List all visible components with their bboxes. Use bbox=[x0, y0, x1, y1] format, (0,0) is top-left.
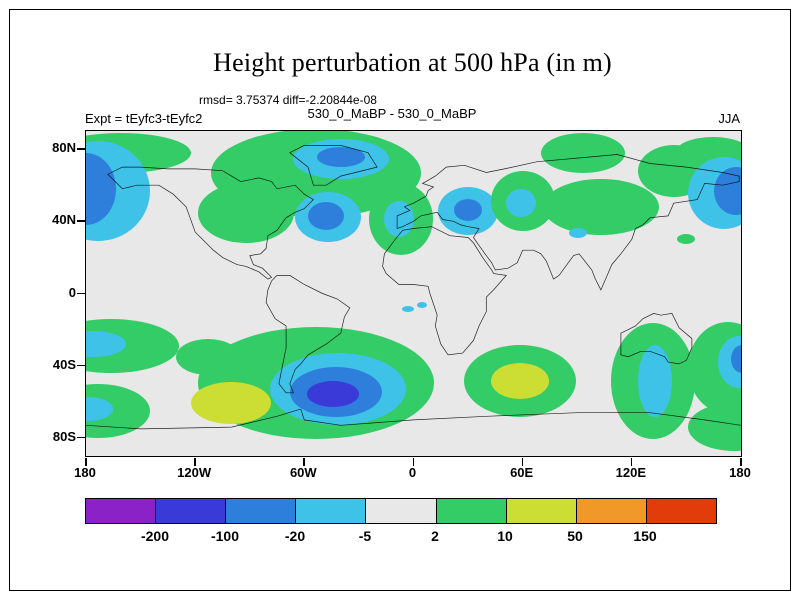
contour-blob bbox=[506, 189, 536, 217]
dataset-diff-label: 530_0_MaBP - 530_0_MaBP bbox=[307, 106, 477, 121]
colorbar-cell bbox=[366, 499, 437, 523]
x-axis-label: 120E bbox=[615, 465, 647, 480]
x-axis-label: 180 bbox=[729, 465, 751, 480]
contour-blob bbox=[714, 167, 741, 215]
coastline bbox=[107, 166, 314, 280]
x-axis-label: 0 bbox=[408, 465, 417, 480]
x-axis-tick bbox=[412, 458, 414, 466]
x-axis-label: 60W bbox=[289, 465, 317, 480]
contour-map-svg bbox=[86, 131, 741, 456]
contour-blob bbox=[317, 147, 365, 167]
coastline bbox=[382, 226, 507, 356]
coastline bbox=[289, 145, 378, 186]
colorbar-level-label: 2 bbox=[431, 528, 439, 544]
contour-blob bbox=[454, 199, 482, 221]
colorbar-level-label: 10 bbox=[497, 528, 513, 544]
contour-blob bbox=[402, 306, 414, 312]
colorbar-level-label: 50 bbox=[567, 528, 583, 544]
x-axis-tick bbox=[521, 458, 524, 466]
contour-blob bbox=[569, 228, 587, 238]
colorbar-cell bbox=[576, 499, 647, 523]
contour-blob bbox=[384, 201, 414, 237]
y-axis-label: 0 bbox=[68, 284, 76, 300]
colorbar-cell bbox=[226, 499, 297, 523]
contour-blob bbox=[176, 339, 240, 375]
experiment-label: Expt = tEyfc3-tEyfc2 bbox=[85, 111, 203, 126]
y-axis-label: 40S bbox=[52, 356, 76, 372]
contour-blob bbox=[86, 384, 150, 438]
plot-title: Height perturbation at 500 hPa (in m) bbox=[213, 48, 612, 77]
coastline bbox=[396, 154, 740, 291]
x-axis-tick bbox=[194, 458, 196, 466]
contour-blob bbox=[191, 382, 271, 424]
colorbar-cell bbox=[646, 499, 716, 523]
colorbar-level-label: 150 bbox=[633, 528, 657, 544]
colorbar-level-label: -100 bbox=[210, 528, 240, 544]
colorbar-cell bbox=[156, 499, 227, 523]
x-axis-label: 120W bbox=[177, 465, 212, 480]
contour-blob bbox=[86, 331, 126, 357]
y-axis-tick bbox=[77, 436, 85, 439]
coastline bbox=[265, 275, 351, 394]
contour-blob bbox=[307, 381, 359, 407]
y-axis-tick bbox=[77, 364, 85, 367]
coastline bbox=[620, 313, 693, 365]
y-axis-tick bbox=[77, 148, 85, 150]
colorbar-level-label: -5 bbox=[358, 528, 372, 544]
y-axis-tick bbox=[77, 220, 85, 222]
season-label: JJA bbox=[718, 111, 740, 126]
x-axis-label: 60E bbox=[510, 465, 534, 480]
contour-blob bbox=[677, 234, 695, 244]
colorbar bbox=[85, 498, 717, 524]
stats-line: rmsd= 3.75374 diff=-2.20844e-08 bbox=[199, 93, 377, 107]
contour-blob bbox=[543, 179, 659, 235]
contour-blob bbox=[731, 345, 741, 373]
y-axis-label: 80N bbox=[52, 140, 76, 156]
colorbar-cell bbox=[506, 499, 577, 523]
colorbar-cell bbox=[86, 499, 157, 523]
y-axis-label: 40N bbox=[52, 212, 76, 228]
contour-blob bbox=[308, 202, 344, 230]
y-axis-label: 80S bbox=[52, 428, 76, 444]
contour-blob bbox=[638, 345, 672, 417]
y-axis-tick bbox=[77, 292, 85, 294]
coastline bbox=[300, 408, 741, 426]
colorbar-level-label: -20 bbox=[284, 528, 306, 544]
x-axis-tick bbox=[740, 458, 742, 466]
contour-blob bbox=[417, 302, 427, 308]
contour-blob bbox=[86, 397, 113, 421]
x-axis-tick bbox=[630, 458, 633, 466]
colorbar-cell bbox=[296, 499, 367, 523]
colorbar-cell bbox=[436, 499, 507, 523]
x-axis-tick bbox=[303, 458, 305, 466]
colorbar-level-label: -200 bbox=[140, 528, 170, 544]
x-axis-tick bbox=[85, 458, 87, 466]
contour-blob bbox=[86, 319, 179, 373]
world-map-contour-plot bbox=[85, 130, 742, 457]
contour-blob bbox=[688, 403, 741, 451]
coastline bbox=[86, 408, 301, 430]
contour-blob bbox=[86, 153, 116, 225]
contour-blob bbox=[541, 133, 625, 173]
contour-blob bbox=[198, 183, 294, 243]
contour-blob bbox=[491, 363, 549, 399]
x-axis-label: 180 bbox=[74, 465, 96, 480]
